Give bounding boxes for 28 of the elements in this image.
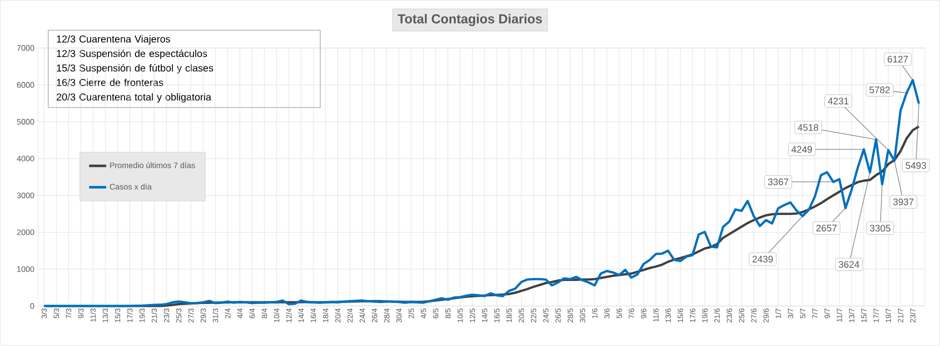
data-label: 6127 [888, 56, 908, 63]
data-label: 3624 [838, 261, 860, 268]
data-label: 4518 [798, 124, 818, 131]
data-label: 3367 [768, 178, 788, 186]
chart-title: Total Contagios Diarios [398, 14, 542, 26]
data-label: 4231 [828, 98, 848, 104]
annotation: 16/3 Cierre de fronteras [56, 78, 164, 86]
y-tick-label: 2000 [17, 229, 34, 236]
y-tick-label: 5000 [16, 118, 34, 125]
y-tick-label: 4000 [16, 156, 34, 162]
legend-label: Promedio últimos 7 días [110, 162, 195, 168]
y-tick-label: 7000 [17, 45, 34, 51]
text: 12/3 Cuarentena Viajeros [56, 35, 170, 45]
data-label: 2439 [752, 256, 773, 262]
y-tick-label: 0 [30, 303, 34, 309]
data-label: 5493 [906, 162, 926, 169]
y-tick-label: 1000 [17, 266, 34, 272]
data-label: 4249 [791, 146, 812, 153]
y-tick-label: 6000 [17, 82, 34, 88]
annotation: 20/3 Cuarentena total y obligatoria [56, 93, 212, 103]
data-label: 2657 [816, 224, 837, 232]
data-label: 3937 [893, 198, 914, 206]
data-label: 3305 [870, 224, 890, 232]
legend-label: Casos x día [110, 184, 152, 190]
y-tick-label: 3000 [16, 192, 34, 198]
annotation: 12/3 Suspensión de espectáculos [56, 50, 208, 60]
data-label: 5782 [869, 86, 890, 94]
annotation: 15/3 Suspensión de fútbol y clases [56, 64, 214, 74]
